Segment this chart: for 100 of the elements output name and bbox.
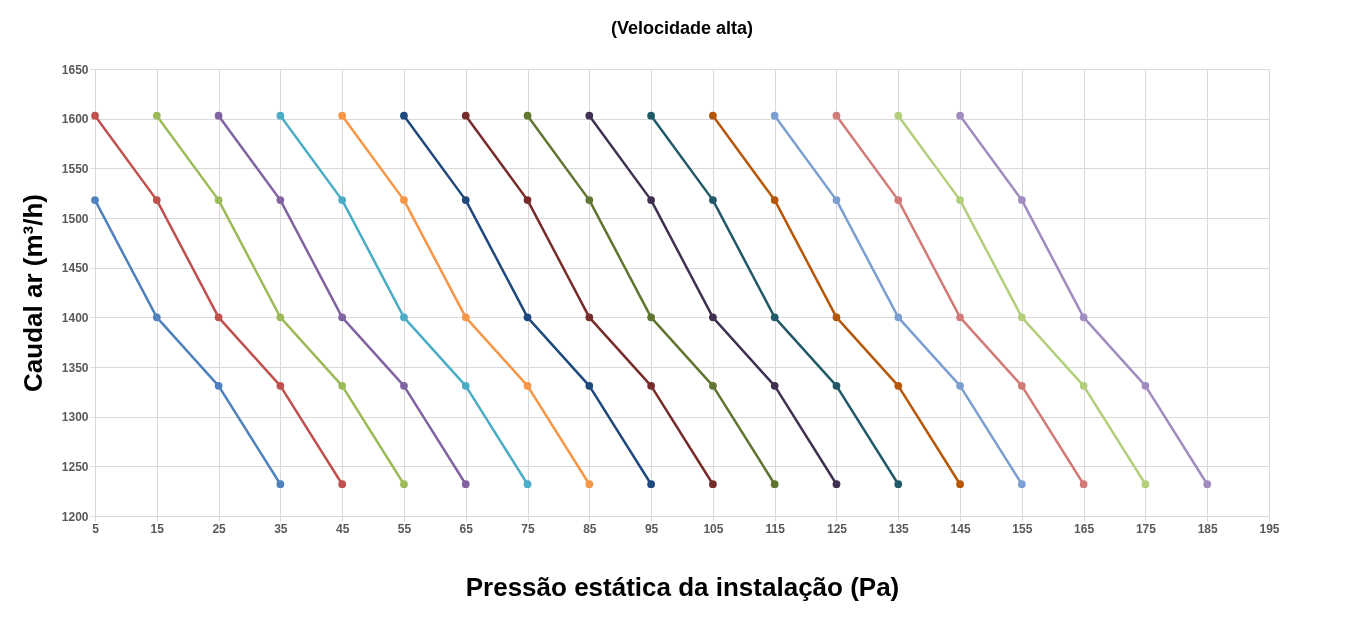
point	[152, 196, 161, 204]
point	[400, 111, 408, 120]
x-tick-label: 165	[1074, 521, 1095, 536]
point	[214, 196, 223, 204]
y-tick-label: 1550	[61, 161, 89, 176]
point	[276, 382, 285, 390]
point	[461, 313, 470, 322]
x-tick-label: 95	[644, 521, 659, 536]
point	[276, 196, 285, 204]
point	[1203, 480, 1212, 489]
x-axis-title: Pressão estática da instalação (Pa)	[465, 571, 900, 602]
point	[956, 382, 964, 390]
point	[152, 313, 161, 322]
y-tick-label: 1250	[61, 459, 89, 474]
point	[770, 480, 779, 489]
point	[832, 382, 841, 390]
point	[770, 111, 779, 120]
point	[1141, 480, 1150, 489]
x-tick-label: 175	[1135, 521, 1157, 536]
point	[214, 111, 223, 120]
x-tick-label: 105	[703, 521, 724, 536]
point	[523, 480, 532, 489]
point	[894, 480, 903, 489]
point	[894, 313, 903, 322]
point	[956, 313, 964, 322]
x-tick-label: 15	[150, 521, 165, 536]
point	[585, 313, 594, 322]
point	[1141, 382, 1150, 390]
point	[956, 480, 964, 489]
point	[214, 313, 223, 322]
point	[770, 313, 779, 322]
x-tick-label: 35	[274, 521, 288, 536]
point	[1017, 480, 1026, 489]
x-tick-label: 195	[1259, 521, 1280, 536]
y-tick-label: 1400	[61, 310, 89, 325]
point	[956, 111, 964, 120]
point	[461, 111, 470, 120]
point	[400, 196, 408, 204]
point	[585, 480, 594, 489]
point	[338, 480, 347, 489]
point	[832, 313, 841, 322]
point	[276, 111, 285, 120]
point	[894, 111, 903, 120]
point	[214, 382, 223, 390]
point	[832, 196, 841, 204]
point	[1079, 480, 1088, 489]
point	[461, 196, 470, 204]
y-tick-label: 1200	[61, 509, 89, 524]
point	[709, 382, 717, 390]
point	[647, 480, 655, 489]
x-tick-label: 75	[521, 521, 536, 536]
point	[1017, 313, 1026, 322]
point	[709, 196, 717, 204]
point	[338, 382, 347, 390]
point	[585, 111, 594, 120]
point	[894, 196, 903, 204]
x-tick-label: 55	[397, 521, 412, 536]
point	[709, 111, 717, 120]
point	[400, 313, 408, 322]
x-tick-label: 155	[1012, 521, 1033, 536]
point	[338, 196, 347, 204]
point	[832, 480, 841, 489]
y-tick-label: 1450	[61, 261, 89, 276]
point	[770, 382, 779, 390]
point	[832, 111, 841, 120]
point	[1017, 382, 1026, 390]
point	[276, 313, 285, 322]
x-tick-label: 135	[888, 521, 910, 536]
point	[956, 196, 964, 204]
point	[647, 111, 655, 120]
point	[585, 382, 594, 390]
x-tick-label: 65	[459, 521, 474, 536]
point	[647, 382, 655, 390]
point	[647, 196, 655, 204]
point	[338, 313, 347, 322]
point	[152, 111, 161, 120]
x-tick-label: 25	[212, 521, 227, 536]
point	[1079, 382, 1088, 390]
point	[647, 313, 655, 322]
point	[523, 313, 532, 322]
point	[523, 196, 532, 204]
point	[276, 480, 285, 489]
x-tick-label: 145	[950, 521, 971, 536]
x-tick-label: 5	[92, 521, 100, 536]
x-tick-label: 125	[826, 521, 848, 536]
point	[1017, 196, 1026, 204]
point	[770, 196, 779, 204]
point	[709, 313, 717, 322]
x-tick-label: 45	[335, 521, 350, 536]
point	[338, 111, 347, 120]
point	[400, 382, 408, 390]
point	[523, 382, 532, 390]
point	[585, 196, 594, 204]
y-axis-title: Caudal ar (m³/h)	[17, 194, 48, 392]
y-tick-label: 1600	[61, 112, 89, 127]
y-tick-label: 1350	[61, 360, 89, 375]
y-tick-label: 1500	[61, 211, 89, 226]
y-tick-label: 1300	[61, 410, 89, 425]
x-tick-label: 115	[765, 521, 786, 536]
x-tick-label: 185	[1197, 521, 1219, 536]
